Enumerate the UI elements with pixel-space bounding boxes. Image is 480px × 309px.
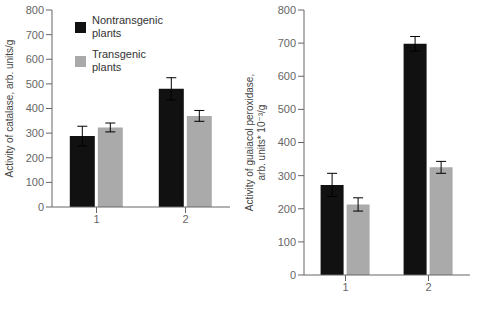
svg-text:500: 500 [26, 78, 44, 90]
svg-text:200: 200 [278, 203, 296, 215]
html-text:Nontransgenic plants: Nontransgenic plants [92, 14, 163, 39]
svg-text:2: 2 [182, 213, 188, 225]
svg-text:700: 700 [278, 37, 296, 49]
svg-text:1: 1 [342, 281, 348, 293]
svg-text:1: 1 [93, 213, 99, 225]
svg-text:600: 600 [278, 70, 296, 82]
svg-text:0: 0 [38, 201, 44, 213]
svg-text:200: 200 [26, 152, 44, 164]
svg-text:Activity of catalase, arb. uni: Activity of catalase, arb. units/g [8, 40, 15, 178]
svg-text:400: 400 [278, 136, 296, 148]
svg-text:arb. units* 10⁻³/g: arb. units* 10⁻³/g [256, 105, 267, 181]
svg-text:300: 300 [278, 170, 296, 182]
svg-text:800: 800 [278, 4, 296, 16]
svg-text:100: 100 [278, 236, 296, 248]
svg-text:800: 800 [26, 4, 44, 16]
html-text:Transgenic plants: Transgenic plants [92, 48, 146, 73]
svg-text:100: 100 [26, 176, 44, 188]
svg-text:300: 300 [26, 127, 44, 139]
svg-text:500: 500 [278, 103, 296, 115]
svg-text:Activity of guaiacol peroxidas: Activity of guaiacol peroxidase, [244, 74, 255, 211]
svg-text:2: 2 [425, 281, 431, 293]
svg-text:0: 0 [290, 269, 296, 281]
svg-text:400: 400 [26, 102, 44, 114]
svg-text:700: 700 [26, 29, 44, 41]
svg-text:600: 600 [26, 53, 44, 65]
